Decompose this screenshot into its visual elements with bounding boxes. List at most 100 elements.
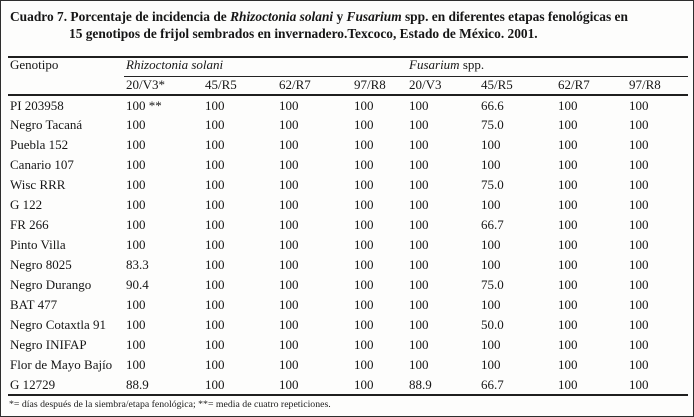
table-row: Canario 107 100 100 100 100 100 100 100 …: [8, 155, 688, 175]
table-cell: 100: [629, 157, 649, 172]
subheader-row: 20/V3* 45/R5 62/R7 97/R8 20/V3 45/R5 62/…: [8, 76, 689, 96]
column-header: 62/R7: [556, 76, 628, 96]
table-cell: 100: [126, 117, 146, 132]
table-cell: 100: [629, 137, 649, 152]
table-cell: 100 **: [126, 97, 162, 113]
table-cell: 90.4: [126, 277, 149, 292]
group-header-rhizoctonia: Rhizoctonia solani: [124, 57, 408, 77]
table-cell: 100: [354, 317, 374, 332]
table-cell: 100: [279, 257, 299, 272]
table-cell: 100: [409, 277, 429, 292]
table-cell: 100: [279, 177, 299, 192]
table-cell: 88.9: [126, 376, 149, 392]
table-cell: 83.3: [126, 257, 149, 272]
table-cell: 75.0: [481, 117, 504, 132]
table-cell: 100: [629, 277, 649, 292]
table-cell: 100: [354, 376, 374, 392]
table-row: Negro INIFAP 100 100 100 100 100 100 100…: [8, 335, 688, 355]
table-cell: 100: [205, 117, 225, 132]
table-cell: 100: [409, 117, 429, 132]
table-caption: Cuadro 7. Porcentaje de incidencia de Rh…: [10, 8, 685, 42]
table-cell: 100: [558, 357, 578, 372]
table-cell: 100: [481, 137, 501, 152]
table-cell: 100: [409, 157, 429, 172]
table-cell: 100: [409, 217, 429, 232]
table-cell: 100: [205, 197, 225, 212]
table-cell: 100: [205, 277, 225, 292]
table-cell: 100: [354, 177, 374, 192]
table-cell: 100: [629, 337, 649, 352]
column-header: 20/V3*: [124, 76, 203, 96]
table-cell: 100: [481, 157, 501, 172]
table-cell: 100: [558, 257, 578, 272]
table-cell: 66.7: [481, 376, 504, 392]
table-cell: 88.9: [409, 376, 432, 392]
genotype-cell: Negro Durango: [10, 277, 92, 292]
table-cell: 100: [279, 277, 299, 292]
table-cell: 100: [279, 97, 299, 113]
table-cell: 100: [629, 357, 649, 372]
table-cell: 75.0: [481, 277, 504, 292]
table-row: Negro Tacaná 100 100 100 100 100 75.0 10…: [8, 115, 688, 135]
caption-line-1: Cuadro 7. Porcentaje de incidencia de Rh…: [10, 8, 685, 25]
column-header-genotipo: Genotipo: [8, 57, 124, 96]
table-cell: 100: [354, 217, 374, 232]
table-cell: 100: [409, 357, 429, 372]
table-row: Flor de Mayo Bajío 100 100 100 100 100 1…: [8, 355, 688, 375]
table-cell: 100: [409, 177, 429, 192]
table-cell: 100: [409, 237, 429, 252]
table-cell: 100: [558, 237, 578, 252]
genotype-cell: Flor de Mayo Bajío: [10, 357, 113, 372]
table-cell: 100: [126, 217, 146, 232]
table-cell: 66.7: [481, 217, 504, 232]
genotype-cell: G 12729: [10, 376, 56, 392]
genotype-cell: BAT 477: [10, 297, 58, 312]
table-cell: 100: [629, 237, 649, 252]
table-row: PI 203958 100 ** 100 100 100 100 66.6 10…: [8, 95, 688, 115]
table-cell: 100: [205, 157, 225, 172]
table-row: Puebla 152 100 100 100 100 100 100 100 1…: [8, 135, 688, 155]
table-cell: 100: [629, 197, 649, 212]
table-cell: 100: [481, 197, 501, 212]
table-cell: 100: [629, 177, 649, 192]
genotype-cell: Negro Cotaxtla 91: [10, 317, 107, 332]
table-cell: 100: [409, 297, 429, 312]
table-cell: 100: [481, 257, 501, 272]
table-cell: 100: [279, 297, 299, 312]
genotype-cell: FR 266: [10, 217, 49, 232]
table-cell: 100: [205, 357, 225, 372]
table-cell: 66.6: [481, 97, 504, 113]
table-cell: 100: [279, 357, 299, 372]
column-header: 45/R5: [203, 76, 277, 96]
table-cell: 100: [205, 257, 225, 272]
table-cell: 100: [409, 257, 429, 272]
table-cell: 100: [629, 117, 649, 132]
table-cell: 100: [409, 97, 429, 113]
genotype-cell: PI 203958: [10, 97, 64, 113]
table-row: G 122 100 100 100 100 100 100 100 100: [8, 195, 688, 215]
table-cell: 100: [126, 137, 146, 152]
table-cell: 100: [558, 376, 578, 392]
table-cell: 100: [409, 337, 429, 352]
table-row: FR 266 100 100 100 100 100 66.7 100 100: [8, 215, 688, 235]
caption-text: y: [333, 9, 347, 24]
table-cell: 100: [354, 337, 374, 352]
table-cell: 100: [558, 277, 578, 292]
table-cell: 100: [481, 297, 501, 312]
caption-text: Cuadro 7. Porcentaje de incidencia de: [10, 9, 231, 24]
genotype-cell: G 122: [10, 197, 43, 212]
group-header-row: Genotipo Rhizoctonia solani Fusarium spp…: [8, 57, 689, 96]
column-header: 97/R8: [352, 76, 408, 96]
table-cell: 100: [409, 317, 429, 332]
genotype-cell: Negro INIFAP: [10, 337, 87, 352]
group-label: Fusarium: [409, 57, 460, 72]
caption-species-2: Fusarium: [346, 9, 402, 24]
table-cell: 100: [126, 237, 146, 252]
table-footnote: *= días después de la siembra/etapa feno…: [9, 399, 331, 410]
genotype-cell: Pinto Villa: [10, 237, 66, 252]
table-cell: 100: [354, 157, 374, 172]
group-label: Rhizoctonia solani: [126, 57, 224, 72]
table-cell: 100: [126, 157, 146, 172]
table-row: Wisc RRR 100 100 100 100 100 75.0 100 10…: [8, 175, 688, 195]
table-cell: 100: [279, 376, 299, 392]
